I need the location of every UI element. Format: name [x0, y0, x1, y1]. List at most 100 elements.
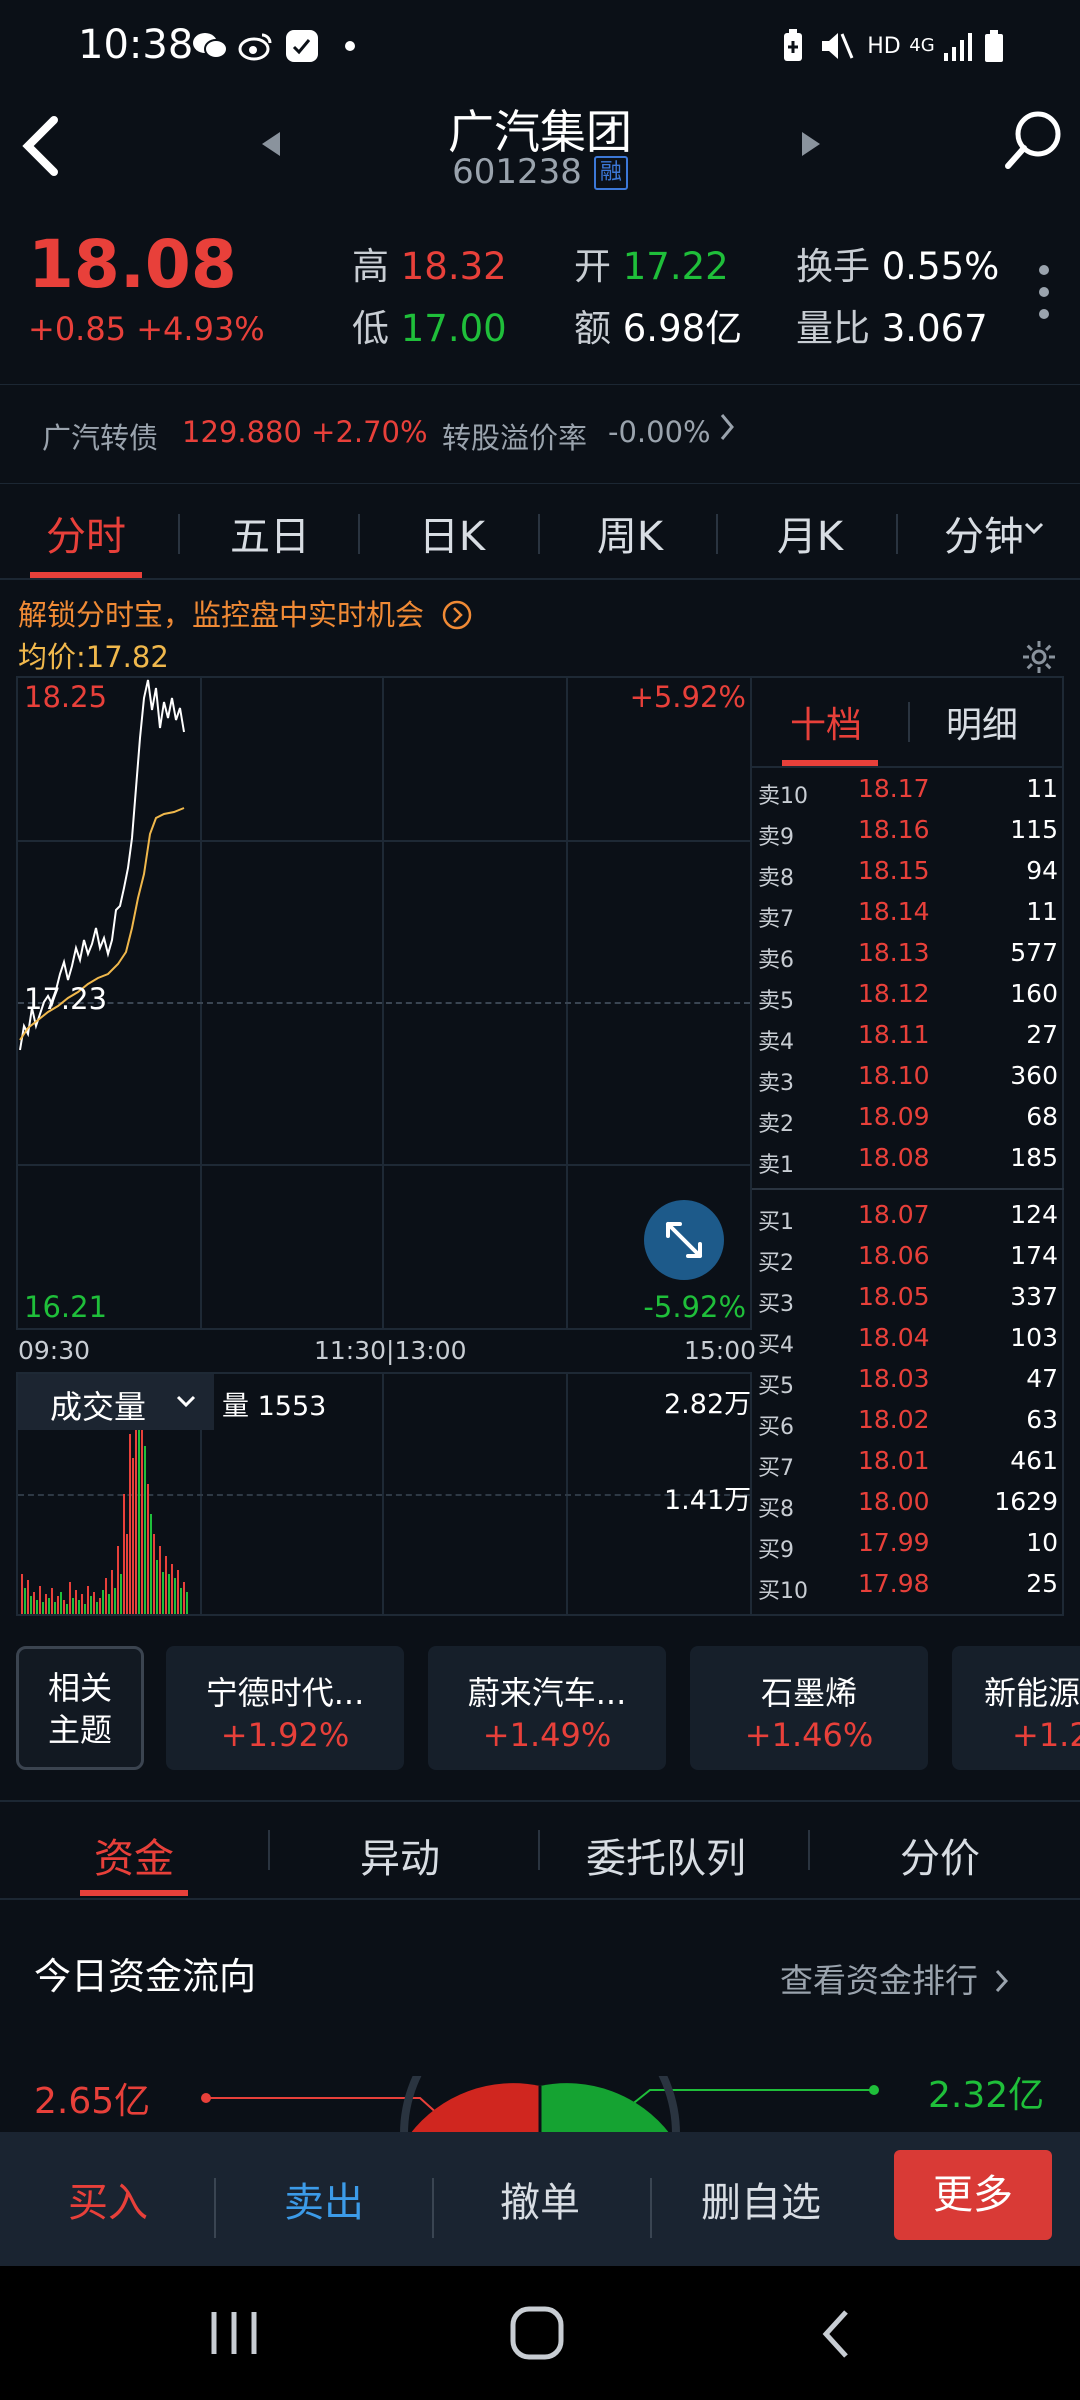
concept-chip[interactable]: 新能源 +1.2 — [952, 1646, 1080, 1770]
sell-row[interactable]: 卖10 18.17 11 — [758, 772, 1058, 812]
current-price: 18.08 — [28, 226, 237, 303]
tab-divider — [716, 514, 718, 554]
tab-minute[interactable]: 分钟 — [944, 514, 1024, 560]
recent-apps-icon[interactable] — [204, 2308, 264, 2358]
time-mid-label: 11:30|13:00 — [314, 1336, 467, 1365]
gear-icon[interactable] — [1020, 638, 1058, 676]
stock-code: 601238 — [452, 152, 582, 192]
sell-row[interactable]: 卖6 18.13 577 — [758, 936, 1058, 976]
level-price: 18.14 — [858, 897, 930, 926]
sell-button[interactable]: 卖出 — [284, 2180, 364, 2226]
more-options-icon[interactable] — [1036, 262, 1052, 322]
tab-details[interactable]: 明细 — [946, 705, 1019, 746]
pct-top-label: +5.92% — [629, 680, 746, 714]
level-label: 卖8 — [758, 866, 794, 891]
buy-row[interactable]: 买8 18.00 1629 — [758, 1485, 1058, 1525]
level-price: 17.98 — [858, 1569, 930, 1598]
volume-max-label: 2.82万 — [664, 1389, 752, 1420]
level-label: 卖6 — [758, 948, 794, 973]
related-themes-button[interactable]: 相关 主题 — [16, 1646, 144, 1770]
promo-banner[interactable]: 解锁分时宝，监控盘中实时机会 — [18, 592, 473, 634]
turnover-item: 换手 0.55% — [796, 236, 999, 290]
buy-row[interactable]: 买9 17.99 10 — [758, 1526, 1058, 1566]
level-volume: 185 — [1010, 1143, 1058, 1172]
buy-button[interactable]: 买入 — [68, 2180, 148, 2226]
remove-watchlist-button[interactable]: 删自选 — [701, 2180, 821, 2226]
amount-item: 额 6.98亿 — [574, 298, 742, 352]
chart-period-tabs: 分时 五日 日K 周K 月K 分钟 — [0, 484, 1080, 580]
chevron-right-icon — [995, 1969, 1008, 1993]
low-label: 低 — [352, 307, 389, 350]
level-price: 18.03 — [858, 1364, 930, 1393]
sell-row[interactable]: 卖4 18.11 27 — [758, 1018, 1058, 1058]
level-label: 卖9 — [758, 825, 794, 850]
buy-row[interactable]: 买6 18.02 63 — [758, 1403, 1058, 1443]
tab-price-distribution[interactable]: 分价 — [900, 1836, 980, 1882]
concept-change: +1.46% — [744, 1716, 874, 1754]
volume-indicator-select[interactable]: 成交量 — [18, 1374, 214, 1430]
active-tab-indicator — [80, 1890, 188, 1896]
tab-divider — [538, 514, 540, 554]
level-volume: 461 — [1010, 1446, 1058, 1475]
sell-row[interactable]: 卖2 18.09 68 — [758, 1100, 1058, 1140]
level-label: 买9 — [758, 1538, 794, 1563]
tab-five-day[interactable]: 五日 — [230, 514, 310, 560]
sell-row[interactable]: 卖7 18.14 11 — [758, 895, 1058, 935]
level-label: 卖10 — [758, 784, 808, 809]
sell-row[interactable]: 卖3 18.10 360 — [758, 1059, 1058, 1099]
status-bar: 10:38 HD 4G — [0, 0, 1080, 96]
tab-order-queue[interactable]: 委托队列 — [586, 1836, 746, 1882]
level-price: 18.08 — [858, 1143, 930, 1172]
buy-row[interactable]: 买10 17.98 25 — [758, 1567, 1058, 1607]
sell-row[interactable]: 卖8 18.15 94 — [758, 854, 1058, 894]
concept-name: 宁德时代... — [205, 1674, 365, 1712]
intraday-chart[interactable]: 18.25 17.23 16.21 +5.92% -5.92% — [16, 676, 752, 1330]
concept-chip[interactable]: 宁德时代... +1.92% — [166, 1646, 404, 1770]
level-volume: 360 — [1010, 1061, 1058, 1090]
chevron-down-icon[interactable] — [1022, 518, 1046, 542]
back-icon[interactable] — [14, 106, 74, 186]
action-divider — [650, 2178, 652, 2238]
concept-chip[interactable]: 石墨烯 +1.46% — [690, 1646, 928, 1770]
buy-row[interactable]: 买7 18.01 461 — [758, 1444, 1058, 1484]
buy-row[interactable]: 买2 18.06 174 — [758, 1239, 1058, 1279]
more-button[interactable]: 更多 — [894, 2150, 1052, 2240]
tab-divider — [538, 1830, 540, 1870]
tab-divider — [896, 514, 898, 554]
buy-row[interactable]: 买4 18.04 103 — [758, 1321, 1058, 1361]
expand-icon[interactable] — [644, 1200, 724, 1280]
buy-row[interactable]: 买1 18.07 124 — [758, 1198, 1058, 1238]
level-volume: 1629 — [994, 1487, 1058, 1516]
tab-divider — [178, 514, 180, 554]
home-icon[interactable] — [508, 2304, 566, 2362]
level-volume: 11 — [1026, 897, 1058, 926]
fund-outflow-value: 2.32亿 — [928, 2075, 1045, 2116]
tab-divider — [808, 1830, 810, 1870]
volratio-item: 量比 3.067 — [796, 298, 988, 352]
high-item: 高 18.32 — [352, 236, 507, 290]
previous-stock-icon[interactable] — [256, 124, 286, 164]
back-nav-icon[interactable] — [816, 2306, 856, 2362]
search-icon[interactable] — [1000, 108, 1066, 174]
tab-anomaly[interactable]: 异动 — [360, 1836, 440, 1882]
tab-weekly-k[interactable]: 周K — [596, 514, 664, 560]
next-stock-icon[interactable] — [796, 124, 826, 164]
tab-intraday[interactable]: 分时 — [46, 514, 126, 560]
wechat-icon — [190, 28, 230, 64]
sell-row[interactable]: 卖5 18.12 160 — [758, 977, 1058, 1017]
concept-chip[interactable]: 蔚来汽车... +1.49% — [428, 1646, 666, 1770]
level-price: 18.12 — [858, 979, 930, 1008]
cancel-order-button[interactable]: 撤单 — [500, 2180, 580, 2226]
buy-row[interactable]: 买3 18.05 337 — [758, 1280, 1058, 1320]
tab-ten-levels[interactable]: 十档 — [790, 705, 863, 746]
book-divider — [752, 1188, 1064, 1190]
tab-funds[interactable]: 资金 — [94, 1836, 174, 1882]
tab-monthly-k[interactable]: 月K — [776, 514, 844, 560]
buy-row[interactable]: 买5 18.03 47 — [758, 1362, 1058, 1402]
tab-daily-k[interactable]: 日K — [418, 514, 486, 560]
convertible-bond-row[interactable]: 广汽转债 129.880 +2.70% 转股溢价率 -0.00% — [0, 384, 1080, 484]
sell-row[interactable]: 卖9 18.16 115 — [758, 813, 1058, 853]
sell-row[interactable]: 卖1 18.08 185 — [758, 1141, 1058, 1181]
chevron-right-icon — [718, 409, 738, 452]
fund-ranking-link[interactable]: 查看资金排行 — [780, 1954, 1011, 2002]
